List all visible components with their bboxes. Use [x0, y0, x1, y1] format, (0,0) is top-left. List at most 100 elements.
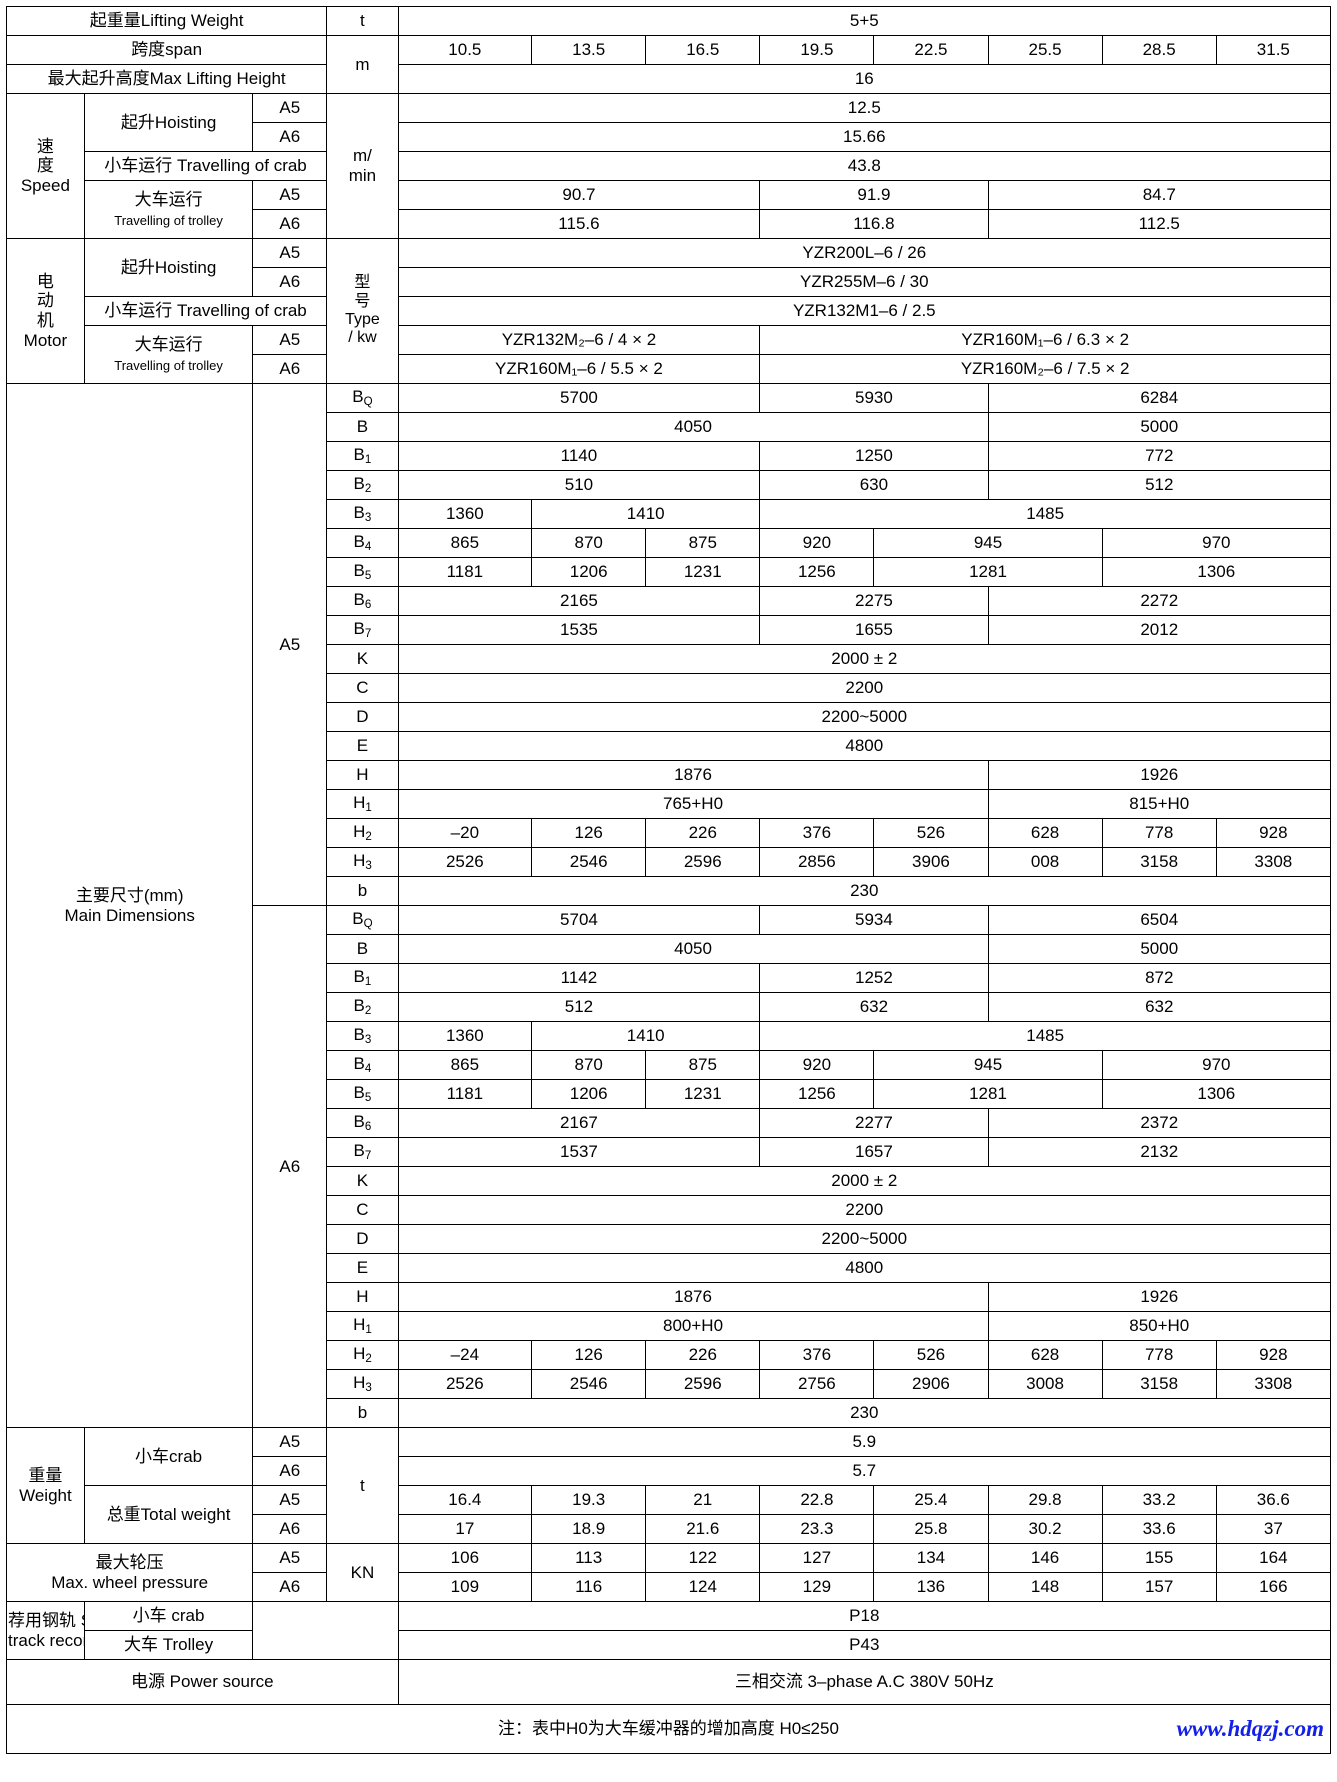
dim-value-A5-6-4: 1281 — [873, 557, 1103, 587]
dim-value-A5-5-3: 920 — [759, 528, 875, 558]
speed-unit: m/min — [326, 93, 399, 239]
motor-grade-A6: A6 — [252, 267, 328, 297]
dim-value-A6-16-2: 2596 — [645, 1369, 761, 1399]
span-unit: m — [326, 35, 399, 94]
dimension-symbol-B6: B6 — [326, 1108, 399, 1138]
dim-value-A6-6-5: 1306 — [1101, 1079, 1332, 1109]
dimension-symbol-B2: B2 — [326, 992, 399, 1022]
dim-value-A5-16-6: 3158 — [1101, 847, 1217, 877]
wheel-pressure-a6-value-2: 124 — [645, 1572, 761, 1602]
row-weight-total-a6: A6 17 18.9 21.6 23.3 25.8 30.2 33.6 37 — [7, 1514, 1332, 1544]
dim-value-A6-0-1: 5934 — [759, 905, 989, 935]
dim-value-A5-16-7: 3308 — [1215, 847, 1332, 877]
dim-value-A6-6-1: 1206 — [531, 1079, 647, 1109]
dimension-symbol-B: B — [326, 934, 399, 964]
dim-value-A5-0-0: 5700 — [397, 383, 761, 413]
dim-value-A6-15-4: 526 — [873, 1340, 989, 1370]
weight-total-a5-value-5: 29.8 — [987, 1485, 1103, 1515]
dim-value-A6-2-1: 1252 — [759, 963, 989, 993]
row-dim-A5-7: B6 2165 2275 2272 — [7, 586, 1331, 616]
dimension-symbol-E: E — [326, 731, 399, 761]
wheel-pressure-a6-value-6: 157 — [1101, 1572, 1217, 1602]
motor-grade-A5: A5 — [252, 238, 328, 268]
weight-total-label: 总重Total weight — [83, 1485, 254, 1544]
row-dim-A6-8: B7 1537 1657 2132 — [7, 1137, 1331, 1167]
row-dim-A5-8: B7 1535 1655 2012 — [7, 615, 1331, 645]
dimension-symbol-B7: B7 — [326, 1137, 399, 1167]
dim-value-A6-14-1: 850+H0 — [987, 1311, 1331, 1341]
speed-crab-label: 小车运行 Travelling of crab — [83, 151, 328, 181]
lifting-weight-value: 5+5 — [397, 6, 1332, 36]
dim-value-A5-1-0: 4050 — [397, 412, 989, 442]
weight-total-a6-value-7: 37 — [1215, 1514, 1332, 1544]
rail-trolley-value: P43 — [397, 1630, 1332, 1660]
row-dim-A6-6: B5 1181 1206 1231 1256 1281 1306 — [7, 1079, 1332, 1109]
dim-value-A6-3-2: 632 — [987, 992, 1331, 1022]
dim-value-A6-1-1: 5000 — [987, 934, 1331, 964]
row-dim-A6-4: B3 1360 1410 1485 — [7, 1021, 1331, 1051]
row-span: 跨度span m 10.5 13.5 16.5 19.5 22.5 25.5 28.5 31.5 — [5, 35, 1332, 94]
dimension-symbol-B4: B4 — [326, 1050, 399, 1080]
row-dim-A5-14: H1 765+H0 815+H0 — [7, 789, 1331, 819]
speed-value-4-2: 112.5 — [987, 209, 1331, 239]
dim-value-A5-5-4: 945 — [873, 528, 1103, 558]
dim-value-A5-8-0: 1535 — [397, 615, 761, 645]
weight-unit: t — [326, 1427, 399, 1544]
row-dim-A6-9: K 2000 ± 2 — [7, 1166, 1332, 1196]
span-value-7: 31.5 — [1215, 35, 1332, 65]
weight-total-a6-value-3: 23.3 — [759, 1514, 875, 1544]
dim-value-A6-4-0: 1360 — [397, 1021, 533, 1051]
dim-value-A6-16-4: 2906 — [873, 1369, 989, 1399]
motor-grade-A5: A5 — [252, 325, 328, 355]
dimension-symbol-BQ: BQ — [326, 383, 399, 413]
row-dim-A6-13: H 1876 1926 — [7, 1282, 1331, 1312]
dimension-symbol-B5: B5 — [326, 1079, 399, 1109]
dim-value-A5-12-0: 4800 — [397, 731, 1332, 761]
dim-value-A6-8-0: 1537 — [397, 1137, 761, 1167]
span-value-6: 28.5 — [1101, 35, 1217, 65]
dimension-symbol-B: B — [326, 412, 399, 442]
dim-value-A6-15-0: –24 — [397, 1340, 533, 1370]
dim-value-A6-7-1: 2277 — [759, 1108, 989, 1138]
wheel-pressure-grade-a6: A6 — [252, 1572, 328, 1602]
speed-value-3-2: 84.7 — [987, 180, 1331, 210]
row-dim-A6-12: E 4800 — [7, 1253, 1332, 1283]
dim-value-A5-15-5: 628 — [987, 818, 1103, 848]
row-dim-A5-1: B 4050 5000 — [7, 412, 1331, 442]
row-wheel-pressure-a5: 最大轮压 Max. wheel pressure A5 KN 106 113 122 127 1… — [5, 1543, 1332, 1602]
dim-value-A6-7-0: 2167 — [397, 1108, 761, 1138]
wheel-pressure-a5-value-1: 113 — [531, 1543, 647, 1573]
row-motor-4: A6 YZR160M₁–6 / 5.5 × 2 YZR160M₂–6 / 7.5 ×… — [7, 354, 1331, 384]
row-dim-A5-15: H2 –20 126 226 376 526 628 778 928 — [7, 818, 1332, 848]
footer-note: 注：表中H0为大车缓冲器的增加高度 H0≤250 www.hdqzj.com — [6, 1704, 1331, 1754]
row-weight-total-a5: 总重Total weight A5 16.4 19.3 21 22.8 25.4 29.8 33… — [7, 1485, 1332, 1544]
motor-trolley-label: 大车运行 Travelling of trolley — [83, 325, 254, 384]
wheel-pressure-a6-value-3: 129 — [759, 1572, 875, 1602]
dim-value-A5-15-7: 928 — [1215, 818, 1332, 848]
row-power-source: 电源 Power source 三相交流 3–phase A.C 380V 50H… — [6, 1659, 1332, 1705]
dim-value-A5-16-3: 2856 — [759, 847, 875, 877]
weight-crab-a5-value: 5.9 — [397, 1427, 1332, 1457]
dim-value-A6-4-2: 1485 — [759, 1021, 1331, 1051]
weight-total-a6-value-2: 21.6 — [645, 1514, 761, 1544]
row-dim-A5-17: b 230 — [7, 876, 1332, 906]
dimension-symbol-H3: H3 — [326, 1369, 399, 1399]
dimension-symbol-B1: B1 — [326, 963, 399, 993]
dim-value-A5-4-1: 1410 — [531, 499, 761, 529]
dimension-symbol-H2: H2 — [326, 818, 399, 848]
dimension-symbol-B2: B2 — [326, 470, 399, 500]
dim-value-A5-2-2: 772 — [987, 441, 1331, 471]
dim-value-A6-10-0: 2200 — [397, 1195, 1332, 1225]
weight-total-a6-value-0: 17 — [397, 1514, 533, 1544]
row-dim-A5-10: C 2200 — [7, 673, 1332, 703]
speed-value-3-1: 91.9 — [759, 180, 989, 210]
rail-label: 荐用钢轨 Steeltrack recommended — [6, 1601, 85, 1660]
row-speed-2: 小车运行 Travelling of crab 43.8 — [7, 151, 1332, 181]
dim-value-A6-3-0: 512 — [397, 992, 761, 1022]
wheel-pressure-a5-value-3: 127 — [759, 1543, 875, 1573]
row-dim-A6-15: H2 –24 126 226 376 526 628 778 928 — [7, 1340, 1332, 1370]
speed-trolley-label: 大车运行 Travelling of trolley — [83, 180, 254, 239]
row-lifting-weight: 起重量Lifting Weight t 5+5 — [5, 6, 1332, 36]
wheel-pressure-a5-value-5: 146 — [987, 1543, 1103, 1573]
dim-value-A5-2-0: 1140 — [397, 441, 761, 471]
